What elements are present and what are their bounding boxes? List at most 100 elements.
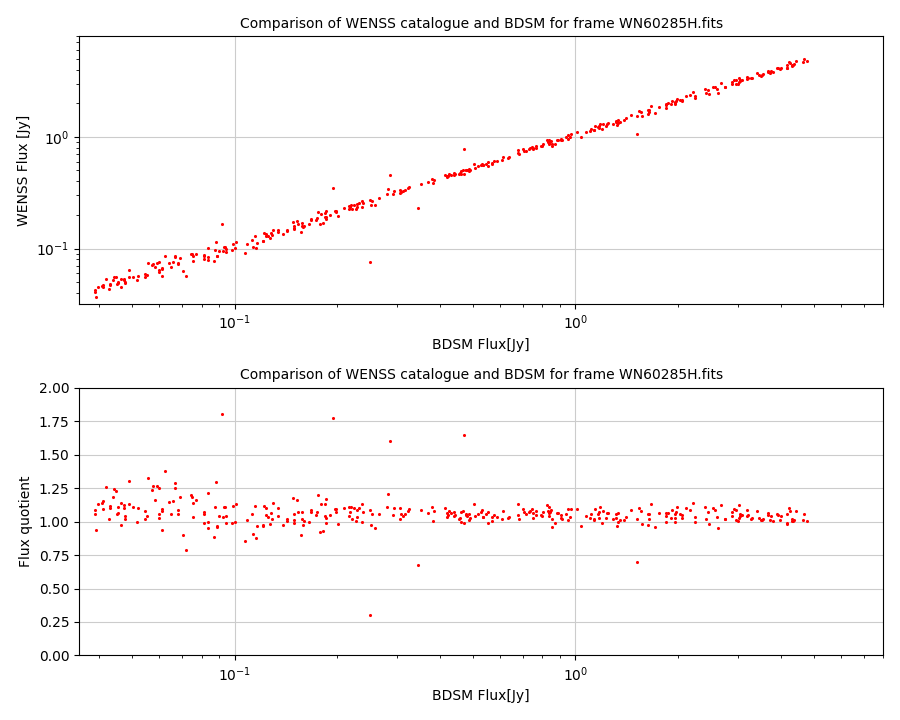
Point	[257, 228, 272, 239]
Point	[210, 521, 224, 532]
Point	[207, 256, 221, 267]
Point	[462, 166, 476, 177]
Point	[197, 508, 211, 520]
Point	[162, 257, 176, 269]
Point	[528, 142, 543, 153]
Point	[185, 511, 200, 523]
Point	[398, 508, 412, 520]
Point	[771, 63, 786, 74]
Point	[146, 258, 160, 269]
Point	[201, 242, 215, 253]
Point	[356, 506, 370, 518]
Point	[140, 269, 154, 281]
Point	[536, 507, 551, 518]
Point	[725, 78, 740, 89]
Point	[320, 205, 334, 217]
Point	[526, 142, 541, 153]
Point	[285, 216, 300, 228]
Point	[526, 507, 541, 518]
Point	[598, 513, 613, 524]
Point	[256, 520, 270, 531]
Point	[725, 510, 740, 522]
Point	[118, 276, 132, 288]
Point	[707, 505, 722, 516]
Point	[782, 505, 796, 517]
Point	[606, 118, 620, 130]
Point	[591, 508, 606, 520]
Point	[343, 202, 357, 213]
Point	[189, 248, 203, 259]
Point	[528, 510, 543, 521]
Point	[799, 55, 814, 67]
Point	[517, 507, 531, 518]
Point	[152, 482, 166, 493]
Point	[447, 509, 462, 521]
Point	[228, 516, 242, 528]
Point	[454, 506, 468, 518]
Point	[459, 164, 473, 176]
Point	[642, 106, 656, 117]
Point	[686, 86, 700, 98]
Point	[479, 158, 493, 169]
Point	[393, 513, 408, 525]
Point	[518, 145, 533, 156]
Point	[583, 125, 598, 136]
Point	[799, 516, 814, 527]
Point	[725, 76, 740, 88]
Point	[511, 498, 526, 510]
Point	[502, 151, 517, 163]
Point	[184, 490, 198, 501]
Point	[140, 510, 154, 522]
Point	[744, 513, 759, 525]
Point	[668, 516, 682, 528]
Point	[219, 246, 233, 258]
Point	[501, 152, 516, 163]
Point	[260, 511, 274, 523]
Point	[286, 514, 301, 526]
Point	[152, 265, 166, 276]
Point	[427, 505, 441, 517]
Point	[263, 518, 277, 529]
Point	[294, 514, 309, 526]
Point	[718, 81, 733, 93]
Point	[641, 508, 655, 519]
Point	[107, 483, 122, 495]
Point	[238, 247, 252, 258]
Point	[779, 508, 794, 519]
Point	[349, 203, 364, 215]
Point	[561, 515, 575, 526]
Point	[554, 135, 568, 146]
Point	[185, 255, 200, 266]
Point	[596, 119, 610, 130]
Point	[683, 504, 698, 516]
Point	[197, 249, 211, 261]
Point	[293, 529, 308, 541]
Point	[179, 544, 194, 555]
Point	[516, 503, 530, 514]
Point	[752, 512, 767, 523]
Point	[624, 505, 638, 516]
Point	[588, 504, 602, 516]
Point	[442, 505, 456, 516]
Point	[248, 230, 262, 242]
Point	[446, 510, 461, 522]
Point	[518, 508, 533, 520]
Point	[584, 123, 598, 135]
Point	[172, 491, 186, 503]
Point	[756, 513, 770, 525]
Point	[103, 502, 117, 513]
Point	[544, 140, 559, 152]
Point	[474, 158, 489, 169]
Point	[453, 513, 467, 524]
Point	[215, 218, 230, 230]
Point	[414, 178, 428, 189]
Point	[734, 510, 748, 522]
Point	[579, 510, 593, 522]
Point	[126, 271, 140, 282]
Point	[668, 96, 682, 107]
Point	[94, 497, 109, 508]
Point	[456, 429, 471, 441]
Point	[729, 514, 743, 526]
Point	[476, 511, 491, 523]
Point	[579, 126, 593, 138]
